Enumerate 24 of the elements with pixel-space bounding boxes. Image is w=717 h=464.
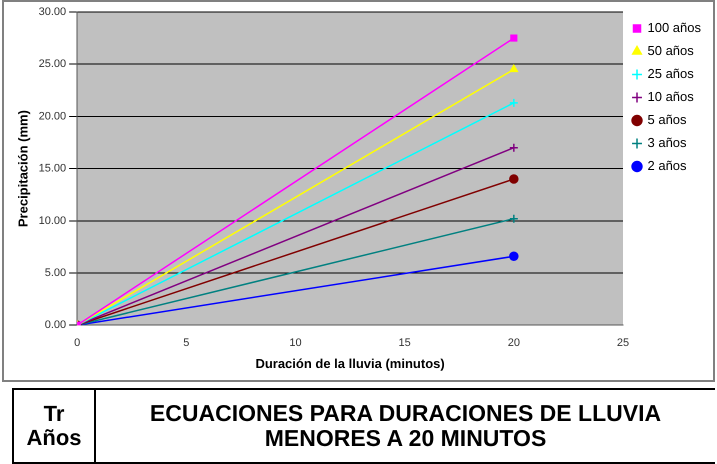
x-tick-label: 10 — [289, 336, 302, 349]
y-tick-label: 5.00 — [44, 267, 66, 280]
text: ECUACIONES PARA DURACIONES DE LLUVIA MENORES A 20 MINUTOS — [148, 398, 662, 453]
legend-label: 2 años — [648, 158, 688, 174]
x-axis-title: Duración de la lluvia (minutos) — [255, 356, 445, 371]
y-tick-label: 30.00 — [38, 6, 66, 18]
legend-label: 100 años — [648, 20, 702, 36]
legend-label: 10 años — [648, 89, 694, 104]
y-tick-label: 25.00 — [38, 58, 66, 70]
legend-label: 5 años — [648, 112, 688, 128]
text: Tr Años — [14, 390, 96, 462]
y-tick-label: 10.00 — [38, 214, 66, 227]
legend-label: 3 años — [648, 135, 688, 150]
x-tick-label: 5 — [183, 336, 190, 349]
legend-label: 50 años — [648, 43, 694, 58]
x-tick-label: 20 — [508, 336, 520, 349]
y-tick-label: 0.00 — [44, 319, 66, 332]
x-tick-label: 0 — [74, 336, 80, 349]
y-axis-title: Precipitación (mm) — [15, 110, 30, 228]
legend-label: 25 años — [648, 66, 694, 82]
y-tick-label: 15.00 — [38, 162, 66, 175]
x-tick-label: 25 — [616, 336, 630, 349]
x-tick-label: 15 — [398, 336, 411, 349]
y-tick-label: 20.00 — [38, 110, 66, 122]
